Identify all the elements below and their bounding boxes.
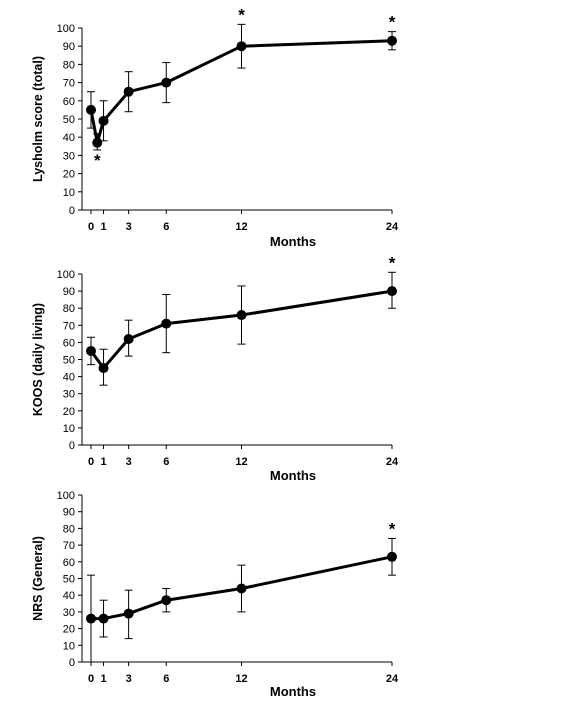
y-tick-label: 10 — [63, 187, 75, 199]
data-point — [387, 35, 397, 46]
x-tick-label: 24 — [386, 456, 399, 468]
significance-marker: * — [389, 253, 396, 272]
x-tick-label: 12 — [235, 456, 247, 468]
data-point — [98, 613, 109, 624]
x-tick-label: 24 — [386, 673, 399, 685]
data-point — [161, 318, 172, 329]
data-point — [236, 41, 247, 52]
y-tick-label: 0 — [69, 657, 75, 669]
data-point — [161, 595, 172, 606]
data-point — [92, 137, 103, 148]
x-tick-label: 0 — [88, 673, 94, 685]
y-axis-title: NRS (General) — [31, 536, 45, 621]
x-tick-label: 24 — [386, 221, 399, 233]
x-tick-label: 3 — [126, 456, 132, 468]
y-tick-label: 0 — [69, 440, 75, 452]
x-tick-label: 6 — [163, 456, 169, 468]
x-tick-label: 6 — [163, 221, 169, 233]
y-tick-label: 100 — [57, 269, 75, 281]
y-tick-label: 90 — [63, 507, 75, 519]
y-tick-label: 40 — [63, 132, 75, 144]
y-tick-label: 50 — [63, 114, 75, 126]
x-axis-title: Months — [270, 468, 316, 483]
y-tick-label: 10 — [63, 640, 75, 652]
data-point — [387, 551, 397, 562]
x-tick-label: 6 — [163, 673, 169, 685]
data-point — [86, 345, 96, 356]
y-tick-label: 100 — [57, 23, 75, 35]
data-point — [86, 104, 96, 115]
y-tick-label: 20 — [63, 406, 75, 418]
y-tick-label: 70 — [63, 540, 75, 552]
y-tick-label: 90 — [63, 286, 75, 298]
x-tick-label: 12 — [235, 221, 247, 233]
x-tick-label: 3 — [126, 221, 132, 233]
y-tick-label: 30 — [63, 607, 75, 619]
x-tick-label: 12 — [235, 673, 247, 685]
data-point — [98, 363, 109, 374]
data-point — [86, 613, 96, 624]
x-tick-label: 1 — [100, 456, 106, 468]
x-axis-title: Months — [270, 684, 316, 699]
data-point — [236, 583, 247, 594]
significance-marker: * — [238, 5, 245, 24]
x-tick-label: 0 — [88, 456, 94, 468]
data-point — [161, 77, 172, 88]
data-point — [236, 310, 247, 321]
y-tick-label: 10 — [63, 423, 75, 435]
significance-marker: * — [94, 151, 101, 170]
y-tick-label: 80 — [63, 303, 75, 315]
data-point — [98, 115, 109, 126]
y-tick-label: 30 — [63, 150, 75, 162]
y-tick-label: 50 — [63, 355, 75, 367]
y-tick-label: 30 — [63, 389, 75, 401]
data-point — [387, 286, 397, 297]
data-point — [123, 333, 134, 344]
y-axis-title: Lysholm score (total) — [31, 56, 45, 182]
y-tick-label: 40 — [63, 372, 75, 384]
y-tick-label: 80 — [63, 59, 75, 71]
y-tick-label: 60 — [63, 96, 75, 108]
y-tick-label: 60 — [63, 337, 75, 349]
y-tick-label: 50 — [63, 574, 75, 586]
y-tick-label: 20 — [63, 624, 75, 636]
x-tick-label: 0 — [88, 221, 94, 233]
y-tick-label: 20 — [63, 169, 75, 181]
y-tick-label: 80 — [63, 523, 75, 535]
x-tick-label: 1 — [100, 221, 106, 233]
y-tick-label: 70 — [63, 78, 75, 90]
y-tick-label: 90 — [63, 41, 75, 53]
y-tick-label: 40 — [63, 590, 75, 602]
data-point — [123, 608, 134, 619]
data-point — [123, 86, 134, 97]
x-tick-label: 3 — [126, 673, 132, 685]
y-tick-label: 60 — [63, 557, 75, 569]
y-tick-label: 0 — [69, 205, 75, 217]
y-tick-label: 100 — [57, 490, 75, 502]
x-tick-label: 1 — [100, 673, 106, 685]
y-axis-title: KOOS (daily living) — [31, 303, 45, 416]
significance-marker: * — [389, 519, 396, 538]
x-axis-title: Months — [270, 234, 316, 249]
significance-marker: * — [389, 13, 396, 32]
y-tick-label: 70 — [63, 320, 75, 332]
